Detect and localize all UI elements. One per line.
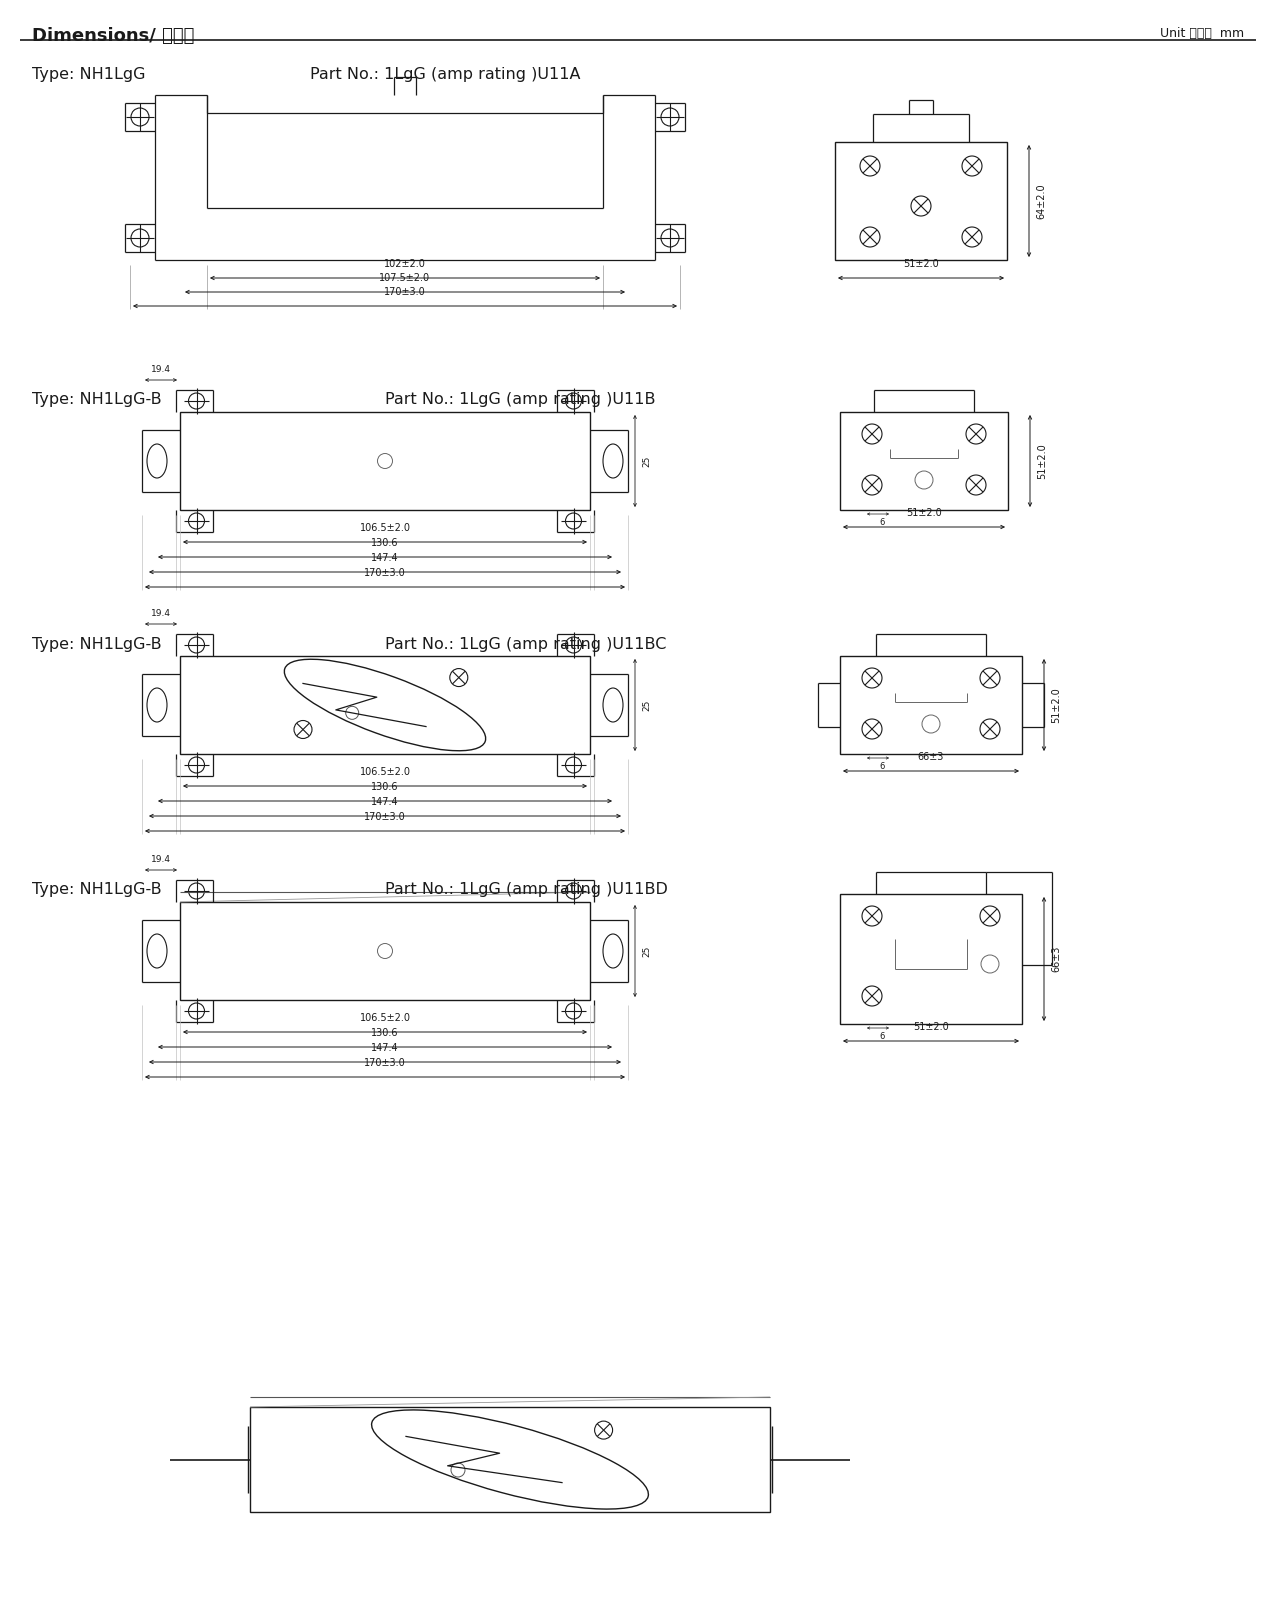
Bar (840, 412, 1008, 509)
Text: 170±3.0: 170±3.0 (384, 287, 426, 297)
Text: 6: 6 (879, 762, 884, 770)
Text: 130.6: 130.6 (371, 1028, 398, 1038)
Bar (180, 902, 590, 1001)
Text: 106.5±2.0: 106.5±2.0 (360, 522, 411, 534)
Text: 51±2.0: 51±2.0 (903, 260, 939, 269)
Text: 51±2.0: 51±2.0 (914, 1022, 949, 1032)
Bar (840, 655, 1022, 754)
Bar (840, 894, 1022, 1023)
Text: Type: NH1LgG-B: Type: NH1LgG-B (32, 637, 162, 652)
Text: Type: NH1LgG-B: Type: NH1LgG-B (32, 393, 162, 407)
Text: 130.6: 130.6 (371, 539, 398, 548)
Text: 130.6: 130.6 (371, 782, 398, 792)
Text: Part No.: 1LgG (amp rating )U11BD: Part No.: 1LgG (amp rating )U11BD (385, 882, 667, 897)
Bar (180, 655, 590, 754)
Text: 102±2.0: 102±2.0 (384, 260, 426, 269)
Text: Part No.: 1LgG (amp rating )U11A: Part No.: 1LgG (amp rating )U11A (310, 67, 581, 83)
Text: 51±2.0: 51±2.0 (1051, 688, 1062, 723)
Bar (180, 412, 590, 509)
Text: 107.5±2.0: 107.5±2.0 (379, 272, 430, 282)
Text: 170±3.0: 170±3.0 (364, 813, 406, 822)
Text: 51±2.0: 51±2.0 (1037, 443, 1048, 478)
Bar (250, 1406, 769, 1512)
Text: 25: 25 (642, 456, 651, 467)
Text: Type: NH1LgG: Type: NH1LgG (32, 67, 145, 83)
Text: Dimensions/ 尺寸：: Dimensions/ 尺寸： (32, 28, 194, 45)
Text: 147.4: 147.4 (371, 1043, 399, 1053)
Text: 51±2.0: 51±2.0 (906, 508, 942, 517)
Text: 147.4: 147.4 (371, 553, 399, 563)
Text: Type: NH1LgG-B: Type: NH1LgG-B (32, 882, 162, 897)
Text: 25: 25 (642, 699, 651, 710)
Text: 170±3.0: 170±3.0 (364, 568, 406, 577)
Text: 106.5±2.0: 106.5±2.0 (360, 1014, 411, 1023)
Text: 6: 6 (879, 517, 884, 527)
Text: 19.4: 19.4 (151, 608, 171, 618)
Text: 147.4: 147.4 (371, 796, 399, 808)
Bar (835, 143, 1007, 260)
Text: 64±2.0: 64±2.0 (1036, 183, 1046, 219)
Text: 19.4: 19.4 (151, 365, 171, 375)
Text: 170±3.0: 170±3.0 (364, 1058, 406, 1067)
Text: Part No.: 1LgG (amp rating )U11BC: Part No.: 1LgG (amp rating )U11BC (385, 637, 666, 652)
Text: Part No.: 1LgG (amp rating )U11B: Part No.: 1LgG (amp rating )U11B (385, 393, 656, 407)
Text: 6: 6 (879, 1032, 884, 1041)
Text: 25: 25 (642, 946, 651, 957)
Text: 66±3: 66±3 (1051, 946, 1062, 972)
Text: 19.4: 19.4 (151, 855, 171, 865)
Text: 66±3: 66±3 (917, 753, 944, 762)
Text: Unit 单位：  mm: Unit 单位： mm (1160, 28, 1244, 41)
Text: 106.5±2.0: 106.5±2.0 (360, 767, 411, 777)
